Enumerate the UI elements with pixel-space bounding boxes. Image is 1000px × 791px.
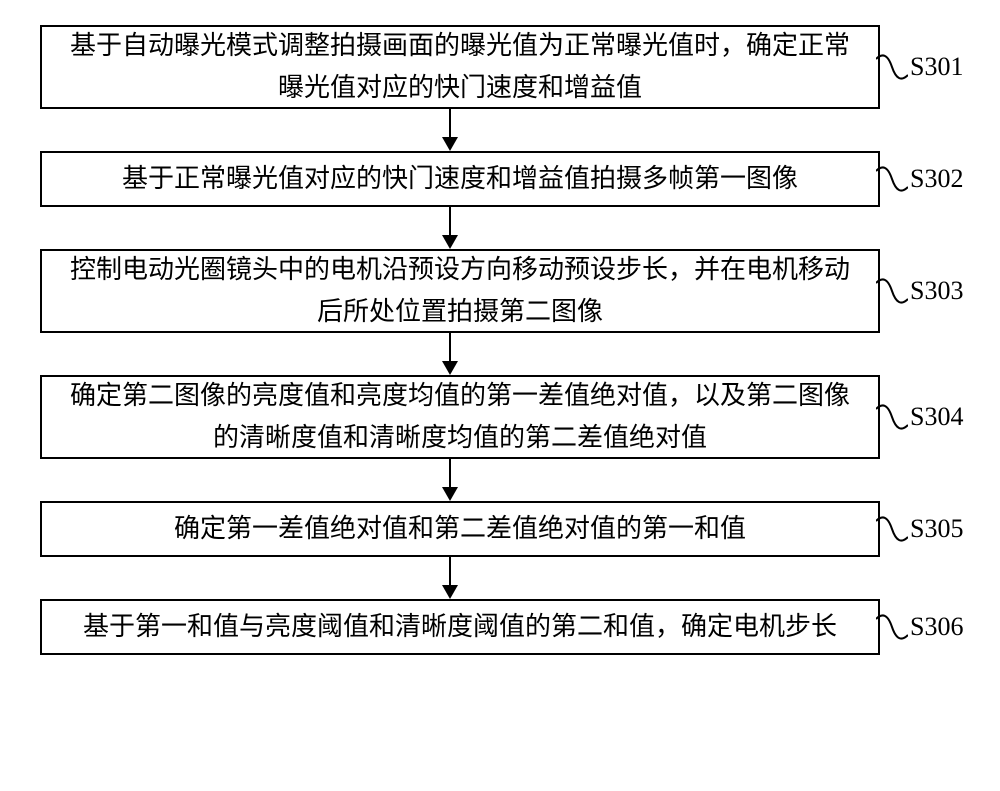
step-box: 确定第一差值绝对值和第二差值绝对值的第一和值 xyxy=(40,501,880,557)
arrow-head xyxy=(442,235,458,249)
connector-curve-icon xyxy=(876,509,908,549)
label-area: S306 xyxy=(876,607,963,647)
step-row: 控制电动光圈镜头中的电机沿预设方向移动预设步长，并在电机移动后所处位置拍摄第二图… xyxy=(0,249,1000,333)
step-label: S303 xyxy=(910,276,963,306)
arrow-head xyxy=(442,137,458,151)
step-label: S304 xyxy=(910,402,963,432)
step-row: 确定第一差值绝对值和第二差值绝对值的第一和值 S305 xyxy=(0,501,1000,557)
step-box: 基于第一和值与亮度阈值和清晰度阈值的第二和值，确定电机步长 xyxy=(40,599,880,655)
connector-curve-icon xyxy=(876,607,908,647)
step-text: 基于自动曝光模式调整拍摄画面的曝光值为正常曝光值时，确定正常曝光值对应的快门速度… xyxy=(62,25,858,108)
step-box: 基于自动曝光模式调整拍摄画面的曝光值为正常曝光值时，确定正常曝光值对应的快门速度… xyxy=(40,25,880,109)
step-row: 基于正常曝光值对应的快门速度和增益值拍摄多帧第一图像 S302 xyxy=(0,151,1000,207)
step-text: 确定第一差值绝对值和第二差值绝对值的第一和值 xyxy=(174,508,746,550)
arrow-line xyxy=(449,557,451,585)
arrow-down-icon xyxy=(442,557,458,599)
connector-curve-icon xyxy=(876,271,908,311)
step-text: 基于第一和值与亮度阈值和清晰度阈值的第二和值，确定电机步长 xyxy=(83,606,837,648)
arrow-down-icon xyxy=(442,333,458,375)
label-area: S301 xyxy=(876,47,963,87)
step-label: S302 xyxy=(910,164,963,194)
connector-curve-icon xyxy=(876,47,908,87)
label-area: S302 xyxy=(876,159,963,199)
flowchart-container: 基于自动曝光模式调整拍摄画面的曝光值为正常曝光值时，确定正常曝光值对应的快门速度… xyxy=(0,25,1000,655)
arrow-head xyxy=(442,361,458,375)
step-row: 确定第二图像的亮度值和亮度均值的第一差值绝对值，以及第二图像的清晰度值和清晰度均… xyxy=(0,375,1000,459)
step-text: 基于正常曝光值对应的快门速度和增益值拍摄多帧第一图像 xyxy=(122,158,798,200)
arrow-head xyxy=(442,585,458,599)
step-box: 确定第二图像的亮度值和亮度均值的第一差值绝对值，以及第二图像的清晰度值和清晰度均… xyxy=(40,375,880,459)
arrow-line xyxy=(449,333,451,361)
step-label: S305 xyxy=(910,514,963,544)
arrow-down-icon xyxy=(442,207,458,249)
arrow-line xyxy=(449,109,451,137)
step-label: S306 xyxy=(910,612,963,642)
arrow-down-icon xyxy=(442,109,458,151)
label-area: S303 xyxy=(876,271,963,311)
step-label: S301 xyxy=(910,52,963,82)
arrow-head xyxy=(442,487,458,501)
arrow-line xyxy=(449,207,451,235)
step-text: 确定第二图像的亮度值和亮度均值的第一差值绝对值，以及第二图像的清晰度值和清晰度均… xyxy=(62,375,858,458)
connector-curve-icon xyxy=(876,397,908,437)
step-row: 基于第一和值与亮度阈值和清晰度阈值的第二和值，确定电机步长 S306 xyxy=(0,599,1000,655)
arrow-down-icon xyxy=(442,459,458,501)
step-row: 基于自动曝光模式调整拍摄画面的曝光值为正常曝光值时，确定正常曝光值对应的快门速度… xyxy=(0,25,1000,109)
step-box: 控制电动光圈镜头中的电机沿预设方向移动预设步长，并在电机移动后所处位置拍摄第二图… xyxy=(40,249,880,333)
arrow-line xyxy=(449,459,451,487)
step-text: 控制电动光圈镜头中的电机沿预设方向移动预设步长，并在电机移动后所处位置拍摄第二图… xyxy=(62,249,858,332)
label-area: S305 xyxy=(876,509,963,549)
step-box: 基于正常曝光值对应的快门速度和增益值拍摄多帧第一图像 xyxy=(40,151,880,207)
connector-curve-icon xyxy=(876,159,908,199)
label-area: S304 xyxy=(876,397,963,437)
